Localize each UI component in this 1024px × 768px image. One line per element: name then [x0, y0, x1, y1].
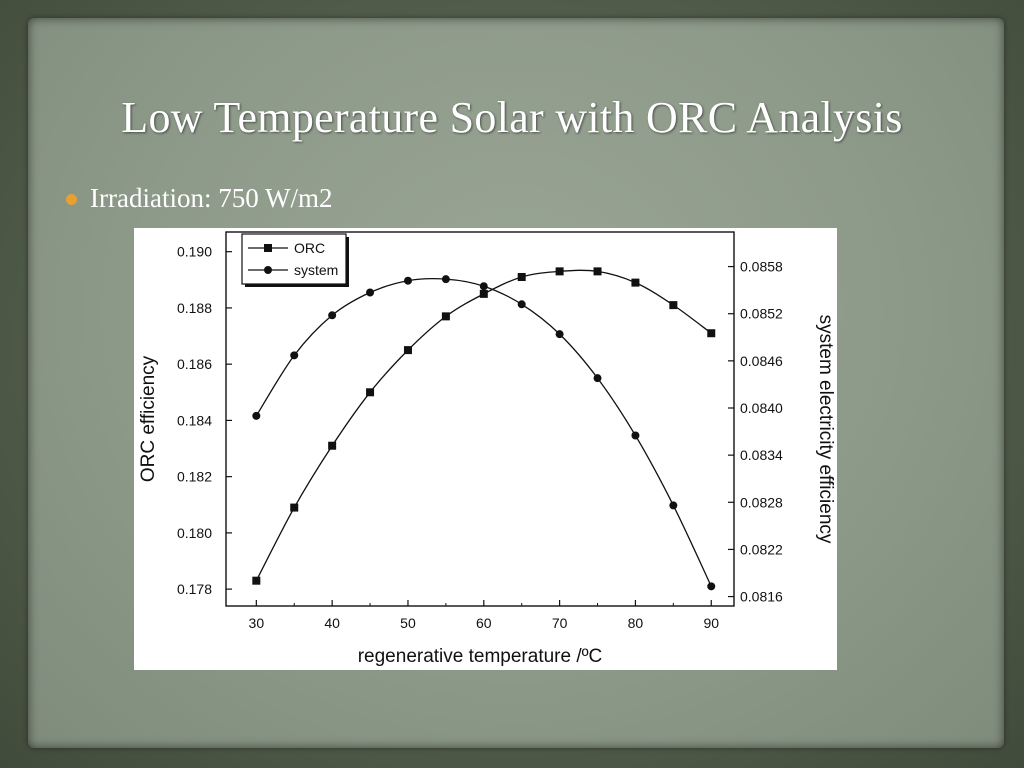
data-point-ORC: [290, 503, 299, 512]
data-point-system: [631, 431, 640, 440]
chart: 30 40 50 60 70 80 90 0.178 0.180 0.182 0.184 0.186 0…: [138, 231, 836, 667]
data-point-ORC: [517, 272, 526, 281]
chart-container: 30 40 50 60 70 80 90 0.178 0.180 0.182 0.184 0.186 0…: [134, 228, 837, 670]
plot-frame: [225, 231, 735, 607]
data-point-ORC: [479, 289, 488, 298]
x-tick-label: 70: [552, 615, 568, 631]
legend-box: [241, 233, 347, 285]
series-line-ORC: [255, 269, 712, 581]
data-point-ORC: [593, 267, 602, 276]
y-right-tick-label: 0.0816: [740, 589, 783, 605]
data-point-system: [479, 282, 488, 291]
data-point-ORC: [555, 267, 564, 276]
y-left-tick-label: 0.182: [177, 469, 212, 485]
y-right-axis-label: system electricity efficiency: [815, 315, 836, 544]
y-left-tick-label: 0.180: [177, 525, 212, 541]
y-right-tick-label: 0.0822: [740, 541, 783, 557]
bullet-item: Irradiation: 750 W/m2: [66, 183, 332, 214]
data-point-ORC: [366, 388, 375, 397]
data-point-system: [669, 501, 678, 510]
data-point-system: [707, 582, 716, 591]
y-left-tick-label: 0.186: [177, 356, 212, 372]
y-right-tick-label: 0.0840: [740, 400, 783, 416]
data-point-ORC: [631, 278, 640, 287]
y-left-tick-label: 0.190: [177, 244, 212, 260]
x-tick-label: 50: [400, 615, 416, 631]
y-right-tick-label: 0.0858: [740, 259, 783, 275]
series-line-system: [255, 278, 712, 587]
x-tick-label: 60: [476, 615, 492, 631]
y-left-tick-label: 0.178: [177, 581, 212, 597]
data-point-ORC: [403, 346, 412, 355]
legend-label-system: system: [294, 262, 338, 278]
y-right-tick-label: 0.0828: [740, 494, 783, 510]
y-left-tick-label: 0.184: [177, 412, 212, 428]
legend-marker-system: [264, 266, 272, 274]
data-point-ORC: [328, 441, 337, 450]
x-tick-label: 90: [703, 615, 719, 631]
data-point-system: [290, 351, 299, 360]
y-left-tick-label: 0.188: [177, 300, 212, 316]
x-tick-label: 40: [324, 615, 340, 631]
x-tick-label: 30: [249, 615, 265, 631]
data-point-system: [441, 275, 450, 284]
x-axis-label: regenerative temperature /ºC: [358, 646, 603, 667]
y-right-tick-label: 0.0846: [740, 353, 783, 369]
bullet-text: Irradiation: 750 W/m2: [90, 183, 333, 213]
data-point-ORC: [707, 329, 716, 338]
data-point-system: [555, 330, 564, 339]
data-point-system: [328, 311, 337, 320]
y-left-axis-label: ORC efficiency: [138, 355, 159, 482]
data-point-system: [366, 288, 375, 297]
data-point-ORC: [669, 301, 678, 310]
data-point-system: [252, 411, 261, 420]
legend-marker-ORC: [264, 244, 272, 252]
y-right-tick-label: 0.0834: [740, 447, 783, 463]
data-point-system: [403, 276, 412, 285]
data-point-system: [593, 374, 602, 383]
legend-label-ORC: ORC: [294, 240, 325, 256]
data-point-ORC: [441, 312, 450, 321]
slide-title: Low Temperature Solar with ORC Analysis: [121, 93, 903, 142]
data-point-ORC: [252, 576, 261, 585]
x-tick-label: 80: [628, 615, 644, 631]
bullet-dot-icon: [66, 194, 77, 205]
y-right-tick-label: 0.0852: [740, 306, 783, 322]
data-point-system: [517, 300, 526, 309]
